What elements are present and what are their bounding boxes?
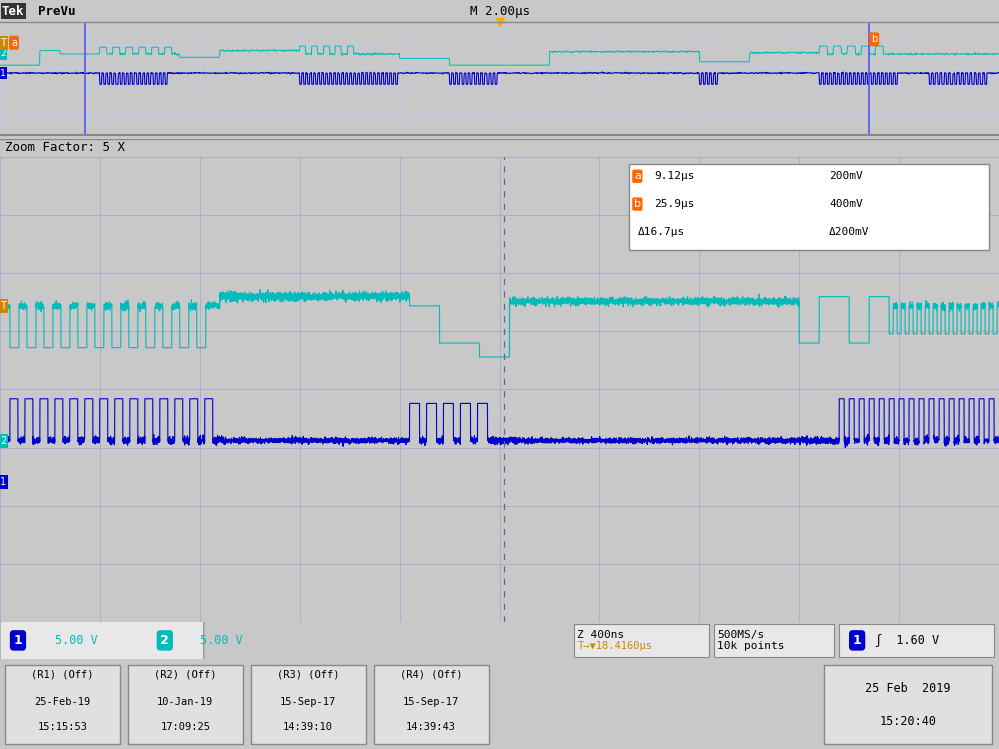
FancyBboxPatch shape (714, 623, 834, 658)
Text: 1: 1 (853, 634, 861, 647)
Text: 200mV: 200mV (829, 172, 863, 181)
Text: T: T (0, 37, 6, 48)
Text: T→▼18.4160μs: T→▼18.4160μs (577, 641, 652, 651)
Text: Z 400ns: Z 400ns (577, 630, 624, 640)
Text: ʃ  1.60 V: ʃ 1.60 V (875, 634, 939, 647)
FancyBboxPatch shape (0, 551, 204, 730)
Text: 14:39:43: 14:39:43 (406, 722, 457, 732)
Text: Δ16.7μs: Δ16.7μs (637, 227, 684, 237)
Text: 25-Feb-19: 25-Feb-19 (34, 697, 91, 707)
Text: a: a (11, 37, 17, 48)
Text: 2: 2 (0, 49, 6, 58)
Text: 14:39:10: 14:39:10 (283, 722, 334, 732)
FancyBboxPatch shape (839, 623, 994, 658)
Text: Tek: Tek (2, 4, 25, 18)
Text: 25.9μs: 25.9μs (654, 199, 695, 209)
Text: 1: 1 (14, 634, 22, 647)
Text: 9.12μs: 9.12μs (654, 172, 695, 181)
FancyBboxPatch shape (251, 664, 366, 744)
FancyBboxPatch shape (824, 664, 992, 744)
Text: 1: 1 (0, 477, 6, 488)
Text: 15-Sep-17: 15-Sep-17 (280, 697, 337, 707)
Text: 10k points: 10k points (717, 641, 785, 651)
FancyBboxPatch shape (374, 664, 489, 744)
Text: 15:20:40: 15:20:40 (879, 715, 937, 728)
Text: 500MS/s: 500MS/s (717, 630, 764, 640)
Text: 2: 2 (0, 436, 6, 446)
Text: (R3) (Off): (R3) (Off) (277, 670, 340, 680)
Text: 10-Jan-19: 10-Jan-19 (157, 697, 214, 707)
Text: 5.00 V: 5.00 V (55, 634, 98, 647)
Text: (R4) (Off): (R4) (Off) (400, 670, 463, 680)
Text: b: b (871, 34, 877, 44)
Text: 15-Sep-17: 15-Sep-17 (403, 697, 460, 707)
Text: 15:15:53: 15:15:53 (37, 722, 88, 732)
Text: 25 Feb  2019: 25 Feb 2019 (865, 682, 951, 694)
Text: a: a (634, 172, 640, 181)
Text: PreVu: PreVu (38, 4, 76, 18)
Text: 2: 2 (161, 634, 169, 647)
Text: Zoom Factor: 5 X: Zoom Factor: 5 X (5, 142, 125, 154)
FancyBboxPatch shape (629, 164, 989, 250)
Text: 400mV: 400mV (829, 199, 863, 209)
Text: (R2) (Off): (R2) (Off) (154, 670, 217, 680)
Text: b: b (633, 199, 641, 209)
FancyBboxPatch shape (5, 664, 120, 744)
Text: 17:09:25: 17:09:25 (160, 722, 211, 732)
Text: 1: 1 (0, 68, 6, 78)
Text: M 2.00μs: M 2.00μs (470, 4, 529, 18)
Text: T: T (0, 301, 6, 311)
FancyBboxPatch shape (128, 664, 243, 744)
FancyBboxPatch shape (574, 623, 709, 658)
Text: (R1) (Off): (R1) (Off) (31, 670, 94, 680)
Text: Δ200mV: Δ200mV (829, 227, 870, 237)
Text: 5.00 V: 5.00 V (200, 634, 243, 647)
